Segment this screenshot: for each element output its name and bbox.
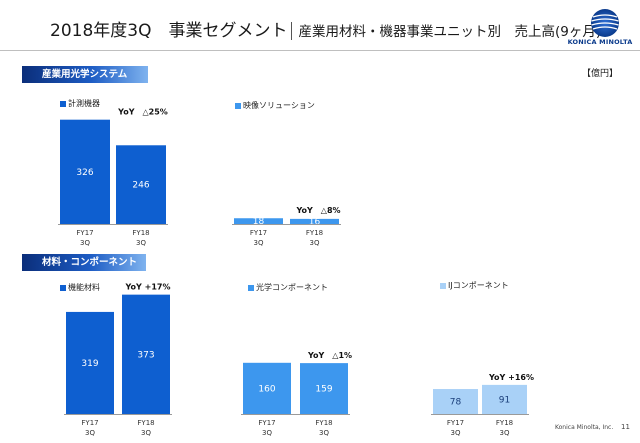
legend-ij-components: IJコンポーネント: [440, 280, 509, 291]
data-label: 78: [450, 398, 462, 408]
legend-swatch: [235, 102, 241, 109]
tick-label: 3Q: [136, 239, 146, 247]
data-label: 326: [76, 168, 93, 178]
tick-label: FY17: [81, 419, 98, 427]
data-label: 18: [253, 217, 265, 227]
tick-label: 3Q: [80, 239, 90, 247]
legend-label: 計測機器: [68, 99, 100, 108]
konica-minolta-logo-icon: [591, 9, 619, 37]
bar: [433, 389, 478, 414]
yoy-annotation: YoY △8%: [295, 206, 340, 215]
legend-label: 映像ソリューション: [243, 101, 315, 110]
tick-label: 3Q: [141, 429, 151, 437]
tick-label: FY18: [132, 229, 149, 237]
tick-label: FY18: [315, 419, 332, 427]
legend-swatch: [60, 284, 66, 291]
tick-label: FY18: [137, 419, 154, 427]
bar: [234, 218, 283, 224]
data-label: 160: [258, 384, 275, 394]
data-label: 319: [81, 359, 98, 369]
legend-optical-components: 光学コンポーネント: [248, 282, 328, 293]
tick-label: FY17: [76, 229, 93, 237]
data-label: 16: [309, 217, 321, 227]
footer-company: Konica Minolta, Inc.: [555, 424, 614, 431]
bar: [116, 145, 166, 224]
tick-label: 3Q: [85, 429, 95, 437]
logo-text: KONICA MINOLTA: [567, 38, 633, 46]
bar: [300, 363, 348, 414]
yoy-annotation: YoY △1%: [307, 351, 352, 360]
tick-label: FY18: [496, 419, 513, 427]
bar-chart-4: 160 FY17 3Q 159 FY18 3Q YoY △1%: [241, 351, 352, 437]
tick-label: FY17: [258, 419, 275, 427]
data-label: 91: [499, 395, 510, 405]
yoy-annotation: YoY △25%: [117, 108, 168, 117]
bar: [290, 218, 339, 224]
legend-measuring-instruments: 計測機器: [60, 98, 100, 109]
legend-performance-materials: 機能材料: [60, 282, 100, 293]
legend-swatch: [248, 284, 254, 291]
data-label: 159: [315, 385, 332, 395]
title-divider-line: [0, 50, 640, 51]
bar: [66, 311, 114, 414]
bar-chart-1: 326 FY17 3Q 246 FY18 3Q YoY △25%: [58, 108, 168, 247]
tick-label: 3Q: [319, 429, 329, 437]
tick-label: 3Q: [262, 429, 272, 437]
title-bar: 2018年度3Q 事業セグメント 産業用材料・機器事業ユニット別 売上高(9ヶ月)…: [0, 0, 640, 52]
page-number: 11: [621, 423, 630, 431]
tick-label: 3Q: [451, 429, 461, 437]
legend-label: 光学コンポーネント: [256, 283, 328, 292]
yoy-annotation: YoY +16%: [488, 373, 534, 382]
page-title: 2018年度3Q 事業セグメント 産業用材料・機器事業ユニット別 売上高(9ヶ月): [50, 16, 601, 41]
bar-chart-3: 319 FY17 3Q 373 FY18 3Q YoY +17%: [64, 283, 172, 437]
tick-label: 3Q: [500, 429, 510, 437]
unit-label: 【億円】: [582, 69, 619, 79]
page-title-sub: 産業用材料・機器事業ユニット別 売上高(9ヶ月): [298, 24, 602, 40]
bar-chart-2: 18 FY17 3Q 16 FY18 3Q YoY △8%: [232, 206, 341, 247]
legend-swatch: [60, 100, 66, 107]
page-title-main: 2018年度3Q 事業セグメント: [50, 21, 288, 41]
data-label: 246: [132, 181, 149, 191]
bar: [243, 362, 291, 414]
bar: [482, 384, 527, 414]
data-label: 373: [137, 350, 154, 360]
yoy-annotation: YoY +17%: [125, 283, 171, 292]
bar-chart-5: 78 FY17 3Q 91 FY18 3Q YoY +16%: [431, 373, 534, 437]
legend-video-solutions: 映像ソリューション: [235, 100, 315, 111]
tick-label: 3Q: [254, 239, 264, 247]
legend-label: IJコンポーネント: [448, 281, 509, 290]
legend-swatch: [440, 282, 446, 289]
section-banner-industrial-optics: 産業用光学システム: [22, 66, 148, 83]
bar: [60, 119, 110, 224]
tick-label: 3Q: [310, 239, 320, 247]
tick-label: FY17: [250, 229, 267, 237]
tick-label: FY17: [447, 419, 464, 427]
tick-label: FY18: [306, 229, 323, 237]
bar: [122, 294, 170, 414]
section-banner-materials-components: 材料・コンポーネント: [22, 254, 146, 271]
legend-label: 機能材料: [68, 283, 100, 292]
title-divider: [291, 22, 293, 40]
